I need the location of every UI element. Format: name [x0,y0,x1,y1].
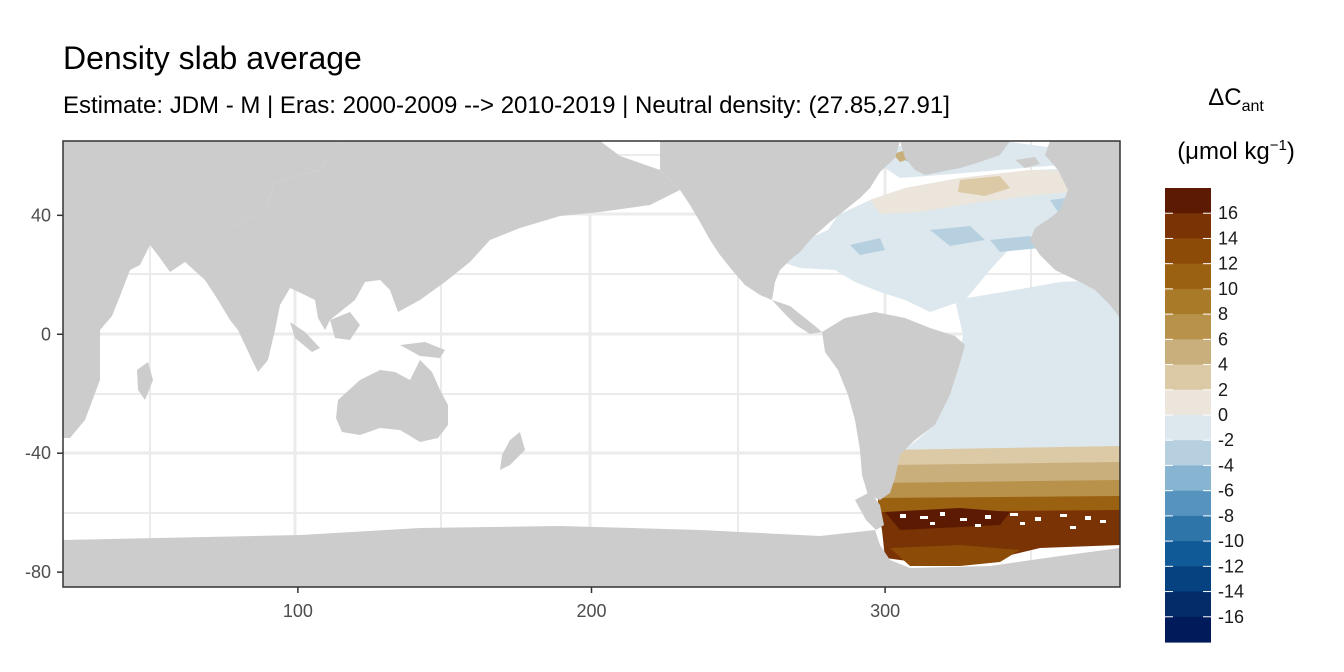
legend-unit: (μmol kg−1) [1160,137,1312,165]
sea-ice-gaps [900,512,1106,529]
x-axis: 100 200 300 [283,587,900,621]
legend-color-bin [1165,566,1211,593]
legend-color-bin [1165,339,1211,366]
legend-color-bin [1165,515,1211,542]
legend-label: -16 [1218,607,1244,627]
y-tick-label: 40 [31,205,51,225]
legend-label: 10 [1218,279,1238,299]
irminger-warm-patch [958,176,1010,196]
legend-label: -12 [1218,556,1244,576]
greenland-land [900,141,1010,175]
legend-label: 16 [1218,203,1238,223]
legend-color-bin [1165,389,1211,416]
legend-color-bin [1165,616,1211,643]
legend-color-bin [1165,238,1211,265]
legend-color-bin [1165,364,1211,391]
legend-label: -10 [1218,531,1244,551]
legend-label: 8 [1218,304,1228,324]
y-tick-label: -40 [25,443,51,463]
gyre-negative-patch-3 [990,236,1040,252]
y-tick-label: -80 [25,562,51,582]
legend-unit-post: ) [1286,138,1295,165]
uk-land [1065,168,1085,190]
australia-land [336,360,448,442]
land [63,141,1120,587]
antarctica-land [63,526,1120,587]
madagascar-land [137,362,153,400]
iceland-land [1015,157,1040,168]
legend-unit-sup: −1 [1269,137,1287,154]
x-tick-label: 300 [870,601,900,621]
y-axis: 40 0 -40 -80 [25,205,63,582]
legend-title: ΔCant [1160,86,1312,115]
legend-color-bin [1165,490,1211,517]
legend-color-bin [1165,188,1211,214]
new-zealand-land [500,432,525,470]
legend-label: 12 [1218,254,1238,274]
south-america-land [822,312,965,500]
legend-color-bin [1165,591,1211,618]
legend-color-bin [1165,465,1211,492]
new-guinea-land [400,342,445,358]
legend-label: -2 [1218,430,1234,450]
legend-color-bin [1165,440,1211,467]
legend-color-bin [1165,263,1211,290]
europe-west-land [1030,141,1120,318]
legend-label: -8 [1218,506,1234,526]
legend-color-bin [1165,541,1211,567]
y-tick-label: 0 [41,324,51,344]
legend-label: -4 [1218,455,1234,475]
legend-colorbar: 16 14 12 10 8 6 4 2 0 -2 -4 -6 -8 -10 -12 -14 -16 [1165,188,1244,643]
weddell-shelf-field [890,545,1020,566]
legend-label: -14 [1218,582,1244,602]
africa-europe-land [63,141,340,438]
central-america-land [772,300,822,334]
legend-label: 0 [1218,405,1228,425]
legend-color-bin [1165,314,1211,340]
map-title: Density slab average [63,40,362,76]
north-america-land [660,141,900,300]
legend-title-sub: ant [1241,98,1264,115]
borneo-land [330,312,360,340]
legend-label: 6 [1218,329,1228,349]
legend-label: 4 [1218,355,1228,375]
legend-color-bin [1165,415,1211,441]
legend-label: 2 [1218,380,1228,400]
legend-unit-pre: (μmol kg [1177,138,1270,165]
legend-color-bin [1165,288,1211,315]
x-tick-label: 100 [283,601,313,621]
legend-color-bin [1165,213,1211,240]
atlantic-south-field [890,280,1120,470]
gyre-negative-patch-2 [930,226,985,246]
japan-land [425,228,458,270]
sumatra-land [290,322,320,352]
map-subtitle: Estimate: JDM - M | Eras: 2000-2009 --> … [63,92,950,119]
legend-title-main: ΔC [1208,84,1242,111]
legend-label: -6 [1218,481,1234,501]
antarctic-peninsula-land [855,492,884,530]
gyre-negative-patch-1 [850,238,885,255]
legend-label: 14 [1218,228,1238,248]
x-tick-label: 200 [576,601,606,621]
